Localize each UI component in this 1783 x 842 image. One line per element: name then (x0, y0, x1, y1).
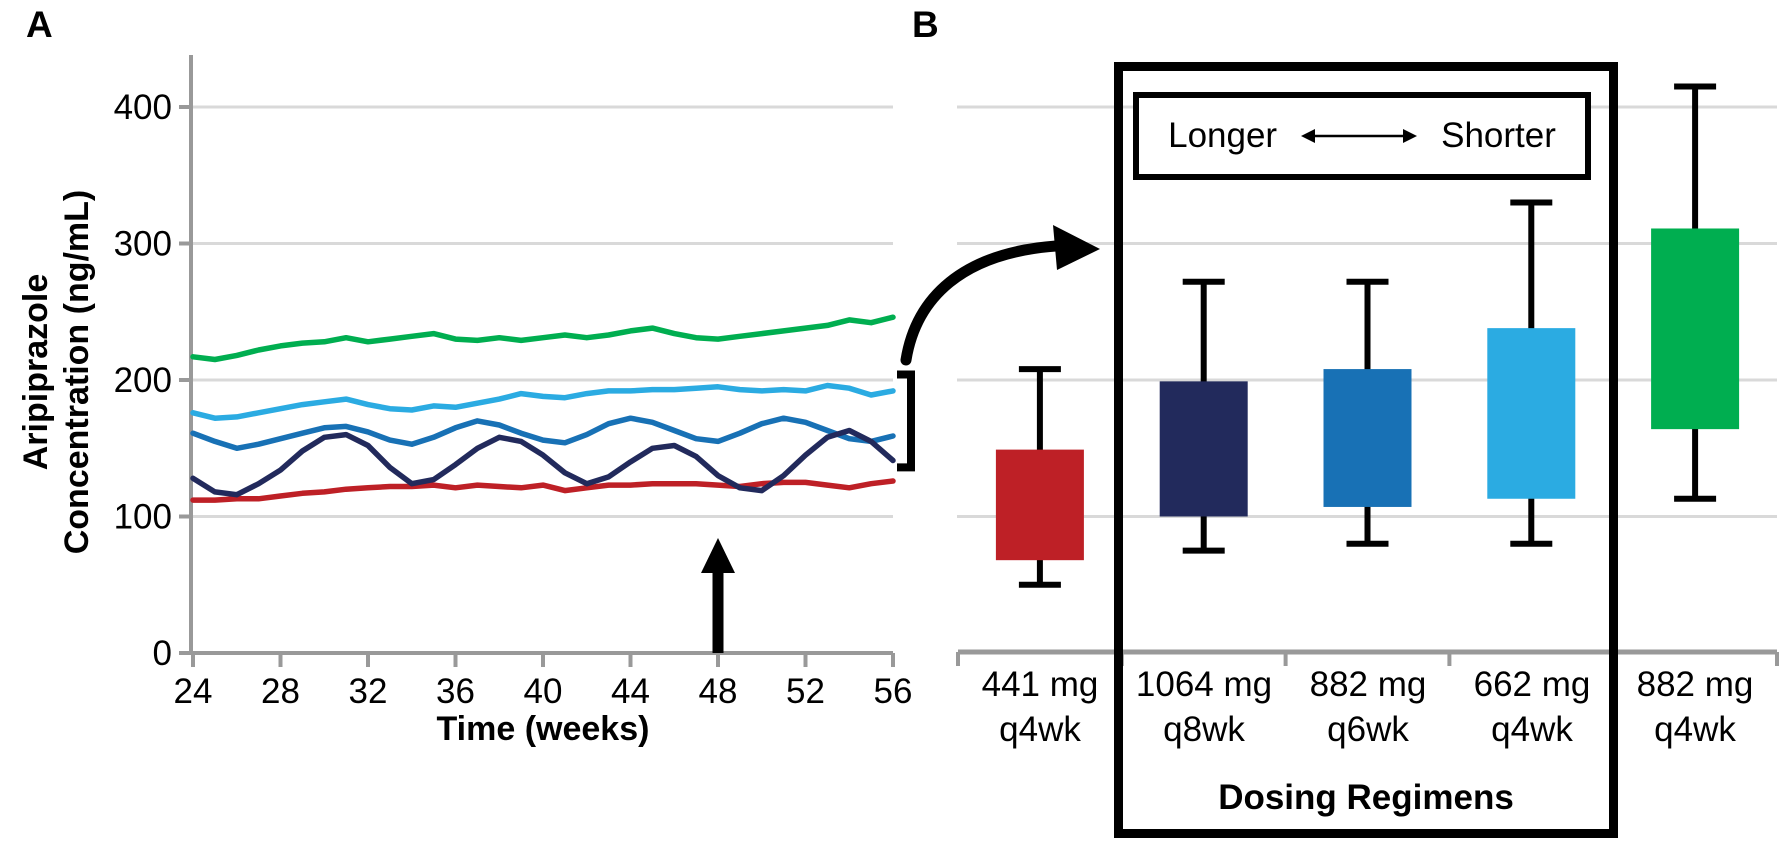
interval-legend: Longer Shorter (1133, 92, 1591, 180)
y-tick-label: 400 (114, 88, 172, 127)
legend-shorter-label: Shorter (1441, 116, 1556, 155)
box-441-mg-q4wk (995, 449, 1084, 561)
x-tick-label: 44 (611, 672, 650, 711)
dosing-regimens-highlight-box (1114, 62, 1618, 838)
legend-longer-label: Longer (1168, 116, 1278, 155)
x-tick-label: 36 (436, 672, 475, 711)
x-tick-label: 28 (261, 672, 300, 711)
series-line-662-mg-q4wk (190, 382, 896, 421)
category-label-441-q4wk: 441 mg q4wk (981, 665, 1099, 749)
box-1064-mg-q8wk (1159, 381, 1248, 517)
y-tick-label: 200 (114, 361, 172, 400)
box-882-mg-q4wk (1651, 228, 1740, 430)
dosing-regimens-label: Dosing Regimens (1218, 778, 1514, 817)
x-tick-label: 40 (524, 672, 563, 711)
y-axis-title-line1: Aripiprazole (17, 273, 55, 471)
double-arrow-icon (1301, 129, 1418, 143)
x-tick-label: 24 (174, 672, 213, 711)
y-tick-label: 100 (114, 498, 172, 537)
x-tick-label: 32 (349, 672, 388, 711)
y-axis-title-line2: Concentration (ng/mL) (58, 189, 96, 555)
category-label-882-q6wk: 882 mg q6wk (1309, 665, 1427, 749)
panel-b-label: B (912, 4, 939, 45)
x-tick-label: 56 (874, 672, 913, 711)
panel-a-label: A (26, 4, 53, 45)
series-line-1064-mg-q8wk (190, 427, 896, 498)
category-label-882-q4wk: 882 mg q4wk (1636, 665, 1754, 749)
box-662-mg-q4wk (1487, 328, 1576, 499)
category-label-662-q4wk: 662 mg q4wk (1473, 665, 1591, 749)
y-tick-label: 300 (114, 225, 172, 264)
category-label-1064-q8wk: 1064 mg q8wk (1135, 665, 1273, 749)
box-882-mg-q6wk (1323, 369, 1412, 507)
up-arrow-head (701, 538, 735, 573)
curved-arrow-head (1053, 225, 1100, 270)
bracket (897, 370, 915, 472)
x-tick-label: 52 (786, 672, 825, 711)
series-line-441-mg-q4wk (190, 478, 896, 503)
y-axis-title: Aripiprazole Concentration (ng/mL) (16, 72, 98, 672)
y-tick-label: 0 (153, 634, 172, 673)
x-tick-label: 48 (699, 672, 738, 711)
series-line-882-mg-q6wk (190, 415, 896, 452)
x-axis-title: Time (weeks) (436, 710, 650, 748)
curved-arrow-shaft (900, 240, 1062, 366)
series-line-882-mg-q4wk (190, 314, 896, 363)
